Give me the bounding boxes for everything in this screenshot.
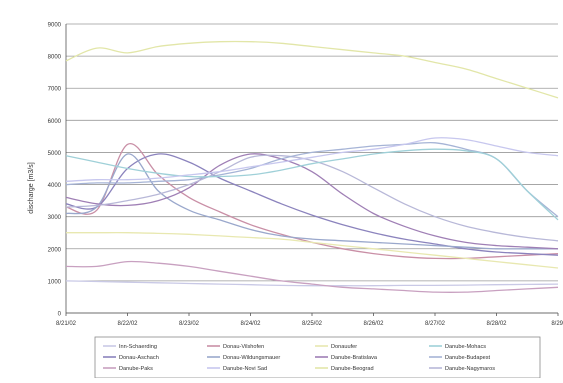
legend-entry: Inn-Schaerding (119, 344, 157, 350)
series-line-danube-nagymaros (65, 154, 559, 242)
legend-entry: Danube-Novi Sad (223, 366, 267, 372)
series-line-inn-schaerding (65, 280, 559, 287)
series-line-danube-mohacs (65, 148, 559, 221)
legend-entry: Danube-Mohacs (445, 344, 486, 350)
legend: Inn-Schaerding Donau-Vilshofen Donauufer Da… (94, 336, 541, 379)
x-tick-label: 8/27/02 (425, 321, 446, 327)
series-lines (65, 40, 559, 293)
y-tick-label: 8000 (48, 55, 62, 61)
series-line-donauufer (65, 232, 559, 269)
y-tick-label: 1000 (48, 279, 62, 285)
legend-entry: Donau-Vilshofen (223, 344, 264, 350)
y-tick-label: 2000 (48, 247, 62, 253)
series-line-danube-beograd (65, 40, 559, 99)
x-tick-label: 8/22/02 (117, 321, 138, 327)
x-tick-label: 8/28/02 (486, 321, 507, 327)
legend-entry: Danube-Bratislava (331, 355, 378, 361)
axes: 0 1000 2000 3000 4000 5000 6000 7000 8000 9000 8/2… (48, 23, 563, 328)
series-line-donau-aschach (65, 153, 559, 256)
series-line-danube-novi-sad (65, 137, 559, 182)
x-tick-label: 8/29/ (551, 321, 563, 327)
legend-entry: Danube-Nagymaros (445, 366, 495, 372)
legend-entry: Donauufer (331, 344, 357, 350)
y-tick-label: 5000 (48, 151, 62, 157)
y-axis-label: discharge [m3/s] (28, 162, 35, 213)
series-line-danube-budapest (65, 141, 559, 218)
y-tick-label: 4000 (48, 183, 62, 189)
legend-entry: Danube-Beograd (331, 366, 374, 372)
series-line-donau-wildungsmauer (65, 153, 558, 250)
y-tick-label: 3000 (48, 215, 62, 221)
x-tick-label: 8/25/02 (302, 321, 323, 327)
x-tick-label: 8/26/02 (363, 321, 384, 327)
legend-entry: Danube-Paks (119, 366, 153, 372)
series-line-danube-paks (65, 260, 559, 293)
legend-entry: Danube-Budapest (445, 355, 491, 361)
y-tick-label: 9000 (48, 23, 62, 29)
y-tick-label: 6000 (48, 119, 62, 125)
legend-entry: Donau-Aschach (119, 355, 159, 361)
x-tick-label: 8/23/02 (179, 321, 200, 327)
legend-entry: Donau-Wildungsmauer (223, 355, 280, 361)
y-tick-label: 7000 (48, 87, 62, 93)
series-line-danube-bratislava (65, 153, 559, 250)
x-tick-label: 8/24/02 (240, 321, 261, 327)
x-tick-label: 8/21/02 (56, 321, 77, 327)
y-tick-label: 0 (58, 312, 62, 318)
